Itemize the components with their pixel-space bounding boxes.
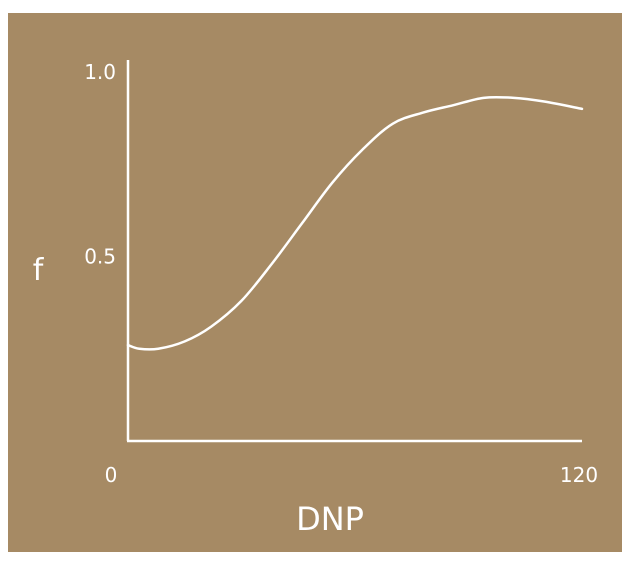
x-tick-label: 0 [105, 463, 118, 487]
chart-background [8, 13, 622, 552]
series-layer [126, 95, 584, 351]
x-tick-label: 120 [560, 463, 598, 487]
x-axis-label: DNP [296, 500, 364, 538]
y-axis-label: f [33, 253, 45, 288]
tick-labels: 0.5 1.0 0 120 [84, 60, 598, 487]
series-line [126, 95, 584, 351]
y-tick-label: 0.5 [84, 245, 116, 269]
y-tick-label: 1.0 [84, 60, 116, 84]
axes [126, 60, 582, 443]
